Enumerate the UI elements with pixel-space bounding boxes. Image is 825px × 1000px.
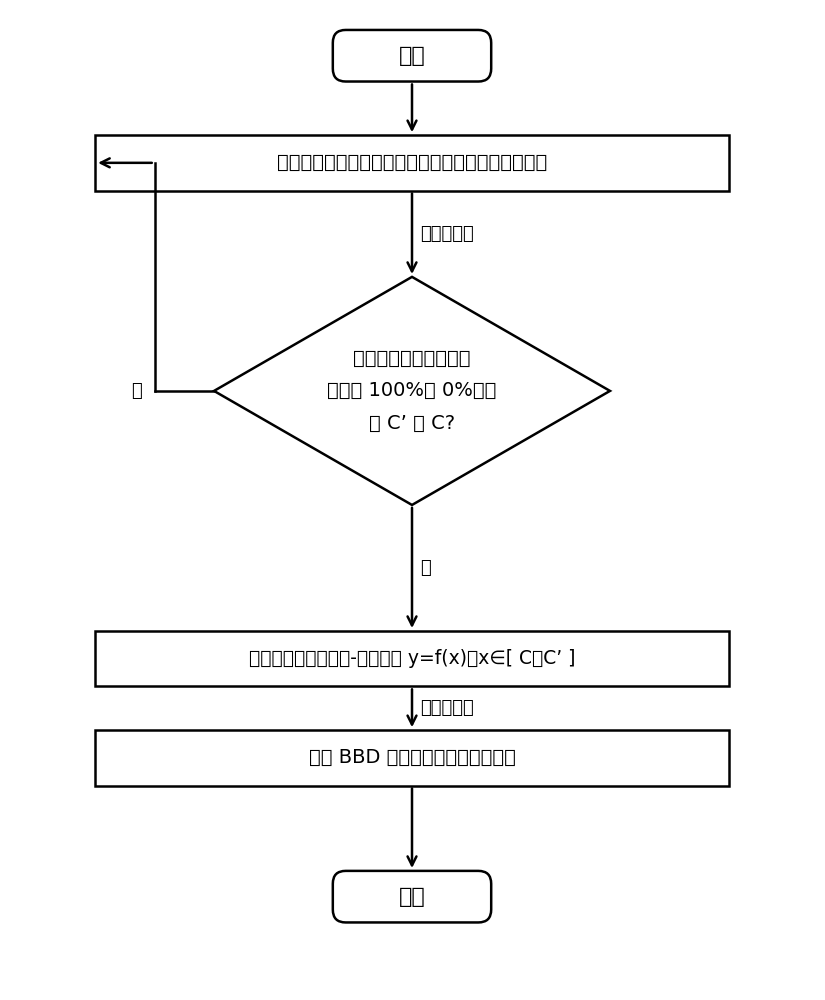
Bar [95, 135, 728, 191]
Text: 是: 是 [420, 559, 431, 577]
Polygon shape [214, 277, 610, 505]
Bar [95, 730, 728, 786]
Text: 发光菌试验: 发光菌试验 [420, 699, 474, 717]
Text: 确定 BBD 试验中各农药的试验水平: 确定 BBD 试验中各农药的试验水平 [309, 748, 516, 767]
Text: 建立单一农药的剂量-效应方程 y=f(x)（x∈[ C，C’ ]: 建立单一农药的剂量-效应方程 y=f(x)（x∈[ C，C’ ] [249, 649, 575, 668]
Bar [95, 631, 728, 686]
FancyBboxPatch shape [332, 30, 491, 82]
Text: 发光菌试验: 发光菌试验 [420, 225, 474, 243]
Text: 否: 否 [131, 382, 142, 400]
Text: 结束: 结束 [398, 887, 426, 907]
FancyBboxPatch shape [332, 871, 491, 922]
Text: 是否找到相对发光抑制
率接近 100%和 0%的浓
度 C’ 和 C?: 是否找到相对发光抑制 率接近 100%和 0%的浓 度 C’ 和 C? [328, 349, 497, 433]
Text: 初步确定单一农药的高、中、低发光菌毒性浓度范围: 初步确定单一农药的高、中、低发光菌毒性浓度范围 [277, 153, 547, 172]
Text: 开始: 开始 [398, 46, 426, 66]
